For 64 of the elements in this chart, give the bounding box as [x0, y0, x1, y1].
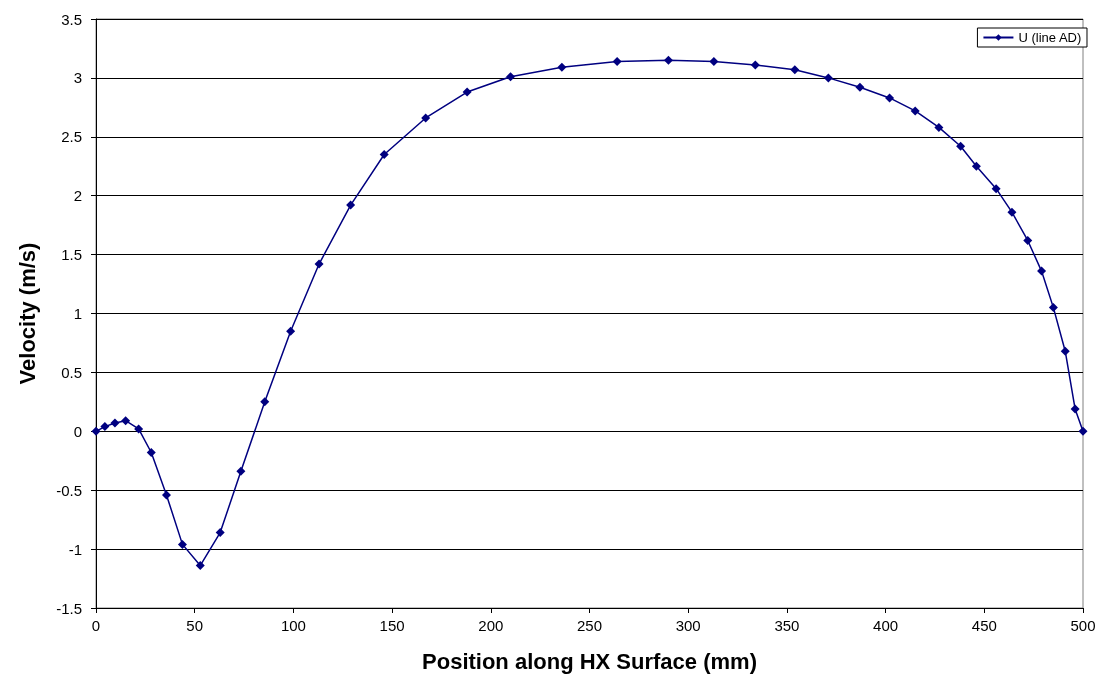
point — [823, 73, 833, 83]
point — [421, 113, 431, 123]
point — [885, 93, 895, 103]
x-axis-title: Position along HX Surface (mm) — [422, 648, 757, 674]
x-tick-label: 500 — [1070, 617, 1096, 634]
point — [100, 422, 110, 432]
point — [286, 326, 296, 336]
point — [663, 55, 673, 65]
point — [260, 397, 270, 407]
y-tick-label: 0 — [73, 422, 82, 440]
point — [971, 161, 981, 171]
point — [121, 416, 131, 426]
point — [1048, 303, 1058, 313]
point — [934, 122, 944, 132]
y-tick-label: 1.5 — [61, 246, 82, 264]
x-tick-label: 200 — [478, 617, 504, 634]
y-tick-label: 1 — [73, 305, 82, 322]
point — [790, 65, 800, 75]
point — [612, 56, 622, 66]
point — [1060, 346, 1070, 356]
point — [462, 87, 472, 97]
point — [750, 60, 760, 70]
x-tick-label: 50 — [186, 617, 204, 634]
point — [1023, 235, 1033, 245]
x-tick-label: 350 — [774, 617, 800, 634]
point — [379, 149, 389, 159]
point — [1007, 207, 1017, 217]
point — [855, 82, 865, 92]
point — [956, 141, 966, 151]
y-tick-label: 3 — [73, 69, 82, 87]
point — [110, 418, 120, 428]
point — [557, 62, 567, 72]
point — [314, 259, 324, 269]
x-tick-label: 100 — [280, 617, 306, 634]
y-tick-label: -1 — [68, 540, 82, 558]
point — [195, 561, 205, 571]
point — [1078, 426, 1088, 436]
x-tick-label: 300 — [675, 617, 701, 634]
point — [709, 56, 719, 66]
y-axis-title: Velocity (m/s) — [14, 242, 40, 385]
x-tick-label: 0 — [91, 617, 101, 634]
point — [346, 200, 356, 210]
point — [215, 528, 225, 538]
y-tick-label: -1.5 — [56, 599, 82, 617]
y-tick-label: -0.5 — [56, 481, 82, 499]
x-tick-label: 250 — [576, 617, 603, 634]
point — [506, 72, 516, 82]
y-tick-label: 0.5 — [61, 363, 82, 381]
point — [910, 106, 920, 116]
y-tick-label: 2.5 — [61, 128, 82, 146]
point — [1070, 404, 1080, 414]
point — [161, 490, 171, 500]
point — [177, 539, 187, 549]
x-tick-label: 150 — [379, 617, 405, 634]
x-tick-label: 450 — [971, 617, 997, 634]
point — [1037, 266, 1047, 276]
y-tick-label: 3.5 — [61, 10, 82, 28]
point — [146, 448, 156, 457]
point — [134, 424, 144, 434]
legend-label: U (line AD) — [1018, 30, 1082, 45]
point — [236, 466, 246, 476]
y-tick-label: 2 — [73, 187, 82, 205]
x-tick-label: 400 — [873, 617, 899, 634]
point — [991, 184, 1001, 194]
